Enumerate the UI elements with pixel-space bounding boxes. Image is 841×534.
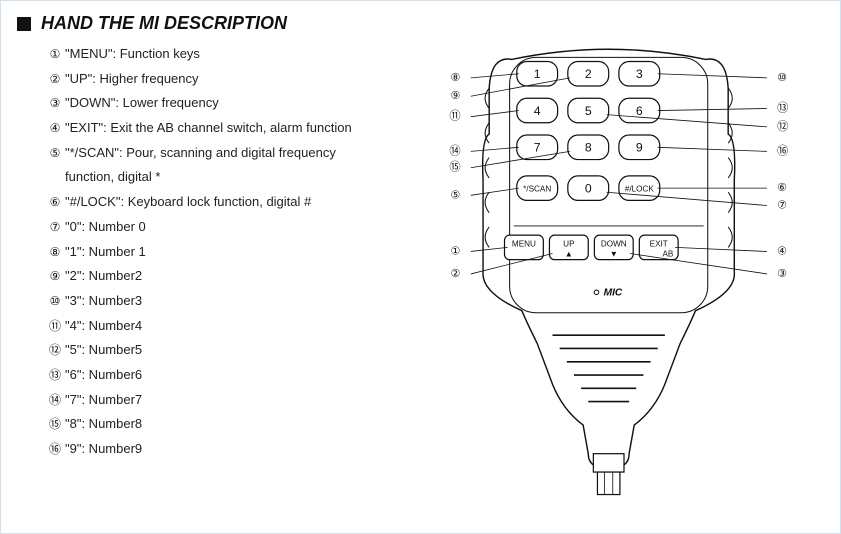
func-btn-label: EXIT xyxy=(650,239,668,248)
callout-number: ① xyxy=(451,245,461,257)
list-item: ⑭"7": Number7 xyxy=(45,388,445,413)
list-item-number: ⑨ xyxy=(45,265,65,288)
callout-number: ⑥ xyxy=(777,182,787,194)
list-item-text: "2": Number2 xyxy=(65,264,445,289)
list-item-text: "3": Number3 xyxy=(65,289,445,314)
list-item-number: ④ xyxy=(45,117,65,140)
list-item-text: "MENU": Function keys xyxy=(65,42,445,67)
list-item-number: ② xyxy=(45,68,65,91)
func-btn-label: DOWN xyxy=(601,239,627,248)
callout-number: ⑨ xyxy=(451,90,461,102)
func-btn-sublabel: ▼ xyxy=(610,250,618,259)
list-item: ⑤"*/SCAN": Pour, scanning and digital fr… xyxy=(45,141,445,166)
keypad-btn-label: 0 xyxy=(585,181,592,195)
list-item-number: ⑤ xyxy=(45,142,65,165)
section-heading: HAND THE MI DESCRIPTION xyxy=(17,13,824,34)
list-item-number: ③ xyxy=(45,92,65,115)
connector xyxy=(593,454,624,472)
callout-number: ⑪ xyxy=(449,110,460,123)
list-item-text: "0": Number 0 xyxy=(65,215,445,240)
keypad-btn-label: 2 xyxy=(585,67,592,81)
description-list: ①"MENU": Function keys②"UP": Higher freq… xyxy=(45,42,445,462)
list-item-text: "5": Number5 xyxy=(65,338,445,363)
list-item: ⑧"1": Number 1 xyxy=(45,240,445,265)
callout-number: ⑦ xyxy=(777,199,787,211)
list-item-text: "DOWN": Lower frequency xyxy=(65,91,445,116)
keypad-btn-label: 8 xyxy=(585,141,592,155)
keypad-btn-label: */SCAN xyxy=(523,184,551,193)
func-btn-sublabel: ▲ xyxy=(565,250,573,259)
list-item: ④"EXIT": Exit the AB channel switch, ala… xyxy=(45,116,445,141)
func-btn-label: MENU xyxy=(512,239,536,248)
list-item-number: ⑧ xyxy=(45,241,65,264)
keypad-btn-label: 1 xyxy=(534,67,541,81)
keypad-btn-label: 7 xyxy=(534,141,541,155)
list-item-number: ⑭ xyxy=(45,389,65,412)
callout-number: ④ xyxy=(777,245,787,257)
keypad-btn-label: 4 xyxy=(534,104,541,118)
list-item: function, digital * xyxy=(45,165,445,190)
list-item: ③"DOWN": Lower frequency xyxy=(45,91,445,116)
list-item-text: "1": Number 1 xyxy=(65,240,445,265)
list-item: ⑨"2": Number2 xyxy=(45,264,445,289)
list-item-number: ⑯ xyxy=(45,438,65,461)
list-item: ⑬"6": Number6 xyxy=(45,363,445,388)
page: HAND THE MI DESCRIPTION ①"MENU": Functio… xyxy=(0,0,841,534)
callout-number: ⑧ xyxy=(451,72,461,84)
list-item-number: ⑮ xyxy=(45,413,65,436)
microphone-diagram: 1 2 3 4 5 6 7 8 9 */SCAN 0 #/LOCK MENU UP ▲ DOWN ▼ EXIT AB… xyxy=(424,37,824,517)
list-item-text: "*/SCAN": Pour, scanning and digital fre… xyxy=(65,141,445,166)
keypad-btn-label: 6 xyxy=(636,104,643,118)
keypad-btn-label: 9 xyxy=(636,141,643,155)
list-item-text: "UP": Higher frequency xyxy=(65,67,445,92)
list-item: ⑦"0": Number 0 xyxy=(45,215,445,240)
list-item: ②"UP": Higher frequency xyxy=(45,67,445,92)
list-item-text: "EXIT": Exit the AB channel switch, alar… xyxy=(65,116,445,141)
callout-number: ⑬ xyxy=(777,101,788,114)
list-item: ⑪"4": Number4 xyxy=(45,314,445,339)
list-item: ⑯"9": Number9 xyxy=(45,437,445,462)
mic-label: MIC xyxy=(604,287,623,298)
list-item-text: "4": Number4 xyxy=(65,314,445,339)
list-item-number: ⑬ xyxy=(45,364,65,387)
list-item-number: ⑪ xyxy=(45,315,65,338)
callout-number: ⑩ xyxy=(777,72,787,84)
connector-plug xyxy=(597,472,619,494)
list-item-text: "7": Number7 xyxy=(65,388,445,413)
list-item-text: "6": Number6 xyxy=(65,363,445,388)
heading-text: HAND THE MI DESCRIPTION xyxy=(41,13,287,34)
list-item-number: ① xyxy=(45,43,65,66)
list-item-number: ⑦ xyxy=(45,216,65,239)
list-item: ⑥"#/LOCK": Keyboard lock function, digit… xyxy=(45,190,445,215)
keypad-btn-label: 5 xyxy=(585,104,592,118)
list-item-number: ⑫ xyxy=(45,339,65,362)
list-item-text: "8": Number8 xyxy=(65,412,445,437)
list-item: ⑫"5": Number5 xyxy=(45,338,445,363)
callout-number: ⑭ xyxy=(449,144,460,157)
callout-number: ③ xyxy=(777,268,787,280)
callout-number: ⑯ xyxy=(777,144,788,157)
func-btn-sublabel: AB xyxy=(662,250,673,259)
list-item: ⑮"8": Number8 xyxy=(45,412,445,437)
func-btn-label: UP xyxy=(563,239,575,248)
callout-number: ② xyxy=(451,268,461,280)
callout-number: ⑤ xyxy=(451,189,461,201)
list-item-number: ⑩ xyxy=(45,290,65,313)
list-item-text: function, digital * xyxy=(65,165,445,190)
heading-bullet xyxy=(17,17,31,31)
list-item-number: ⑥ xyxy=(45,191,65,214)
keypad-btn-label: 3 xyxy=(636,67,643,81)
list-item: ⑩"3": Number3 xyxy=(45,289,445,314)
callout-number: ⑮ xyxy=(449,161,460,174)
keypad-btn-label: #/LOCK xyxy=(625,184,655,193)
list-item-text: "9": Number9 xyxy=(65,437,445,462)
list-item: ①"MENU": Function keys xyxy=(45,42,445,67)
callout-number: ⑫ xyxy=(777,120,788,133)
list-item-text: "#/LOCK": Keyboard lock function, digita… xyxy=(65,190,445,215)
